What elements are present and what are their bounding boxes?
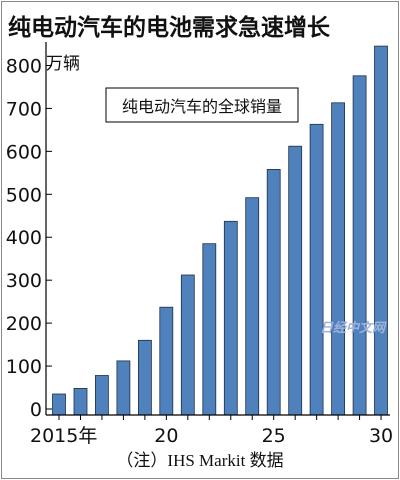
bar-2020 bbox=[159, 306, 174, 416]
bar-2019 bbox=[137, 339, 152, 416]
y-tick-label-400: 400 bbox=[6, 227, 42, 249]
bar-2030 bbox=[374, 45, 388, 416]
y-axis-unit-label: 万辆 bbox=[46, 54, 80, 74]
bars-group bbox=[52, 45, 388, 416]
y-tick-label-300: 300 bbox=[6, 270, 42, 292]
watermark: 日经中文网 bbox=[320, 320, 387, 336]
x-tick-label-2030: 30 bbox=[369, 425, 393, 447]
bar-2016 bbox=[73, 387, 88, 416]
bar-2018 bbox=[116, 360, 131, 416]
bar-2026 bbox=[288, 145, 303, 416]
bar-2017 bbox=[95, 375, 109, 416]
y-tick-label-0: 0 bbox=[30, 399, 42, 421]
bar-2021 bbox=[180, 274, 195, 416]
bar-2028 bbox=[331, 102, 346, 416]
y-tick-label-800: 800 bbox=[6, 55, 42, 77]
x-tick-label-2020: 20 bbox=[154, 425, 178, 447]
bar-2025 bbox=[266, 168, 281, 416]
legend-box bbox=[105, 87, 299, 123]
legend-label: 纯电动汽车的全球销量 bbox=[122, 97, 282, 116]
y-tick-label-700: 700 bbox=[6, 98, 42, 120]
bar-2022 bbox=[202, 243, 217, 416]
x-tick-label-2025: 25 bbox=[262, 425, 286, 447]
bar-2029 bbox=[352, 75, 367, 416]
bar-2015 bbox=[52, 393, 66, 416]
bar-2023 bbox=[223, 220, 238, 416]
axes-group bbox=[45, 42, 390, 416]
y-ticks-group: 0 100 200 300 400 500 600 700 800 bbox=[6, 55, 52, 421]
y-tick-label-200: 200 bbox=[6, 313, 42, 335]
source-note: （注）IHS Markit 数据 bbox=[116, 451, 283, 470]
chart-title: 纯电动汽车的电池需求急速增长 bbox=[8, 14, 331, 41]
y-tick-label-100: 100 bbox=[6, 356, 42, 378]
x-tick-label-2015: 2015年 bbox=[30, 425, 97, 447]
x-ticks-group: 2015年 20 25 30 bbox=[30, 415, 393, 447]
y-tick-label-600: 600 bbox=[6, 141, 42, 163]
y-tick-label-500: 500 bbox=[6, 184, 42, 206]
bar-2027 bbox=[309, 123, 324, 416]
bar-2024 bbox=[245, 197, 260, 416]
